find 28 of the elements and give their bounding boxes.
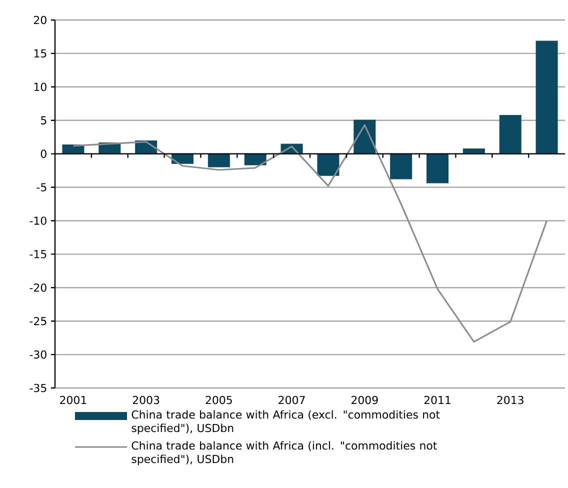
y-tick-label: -10 [30,216,46,225]
bar [208,154,230,168]
bar [317,154,340,176]
y-tick-label: -25 [30,316,46,326]
x-tick-label: 2001 [60,396,86,404]
x-tick-label: 2009 [352,396,378,404]
legend-label: China trade balance with Africa (incl. "commodities not specified"), USDbn [132,441,437,466]
bar [536,40,558,154]
x-tick-label: 2011 [424,396,450,404]
y-tick-label: -5 [36,183,46,192]
x-tick-label: 2005 [206,396,232,404]
line-series [72,124,548,343]
y-tick-label: -35 [30,384,46,392]
legend-label: China trade balance with Africa (excl. "commodities not specified"), USDbn [132,410,440,434]
bar [426,154,449,184]
y-tick-label: 0 [40,150,46,158]
x-tick-label: 2003 [132,396,160,404]
x-tick-label: 2007 [278,396,305,404]
y-tick-label: 5 [41,116,46,124]
y-tick-label: -20 [30,284,46,292]
y-tick-label: -15 [30,250,46,258]
y-tick-label: -30 [30,350,46,359]
y-tick-label: 20 [34,16,46,24]
y-tick-label: 10 [34,82,46,92]
bar [390,154,412,180]
x-tick-label: 2013 [497,396,524,404]
bar [499,115,522,154]
y-tick-label: 15 [34,49,46,58]
